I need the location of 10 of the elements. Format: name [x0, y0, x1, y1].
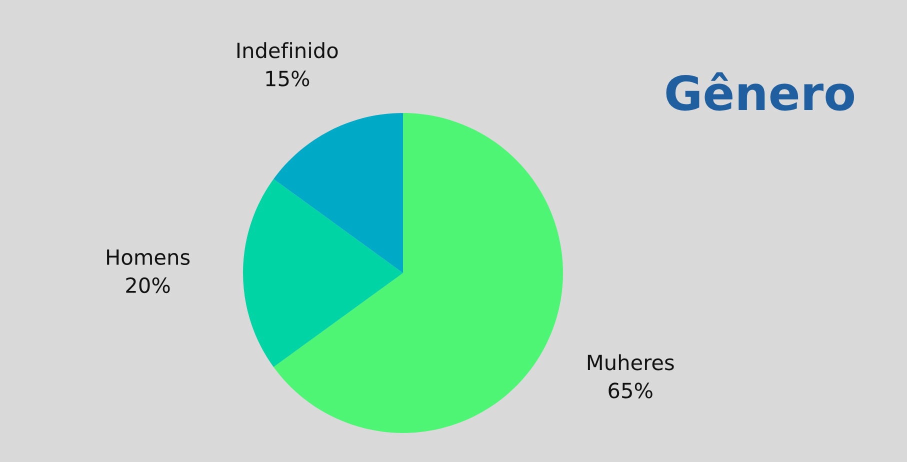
text: Gênero — [666, 72, 854, 111]
data-label: 15% — [266, 70, 310, 86]
data-label: 20% — [126, 277, 170, 294]
data-label: 65% — [608, 382, 652, 398]
pie-slice — [274, 113, 563, 433]
slice-label: Indefinido — [237, 42, 338, 58]
slice-label: Homens — [107, 250, 190, 266]
slice-label: Muheres — [588, 354, 674, 370]
pie-slice — [243, 178, 403, 368]
pie-slice — [274, 113, 403, 273]
